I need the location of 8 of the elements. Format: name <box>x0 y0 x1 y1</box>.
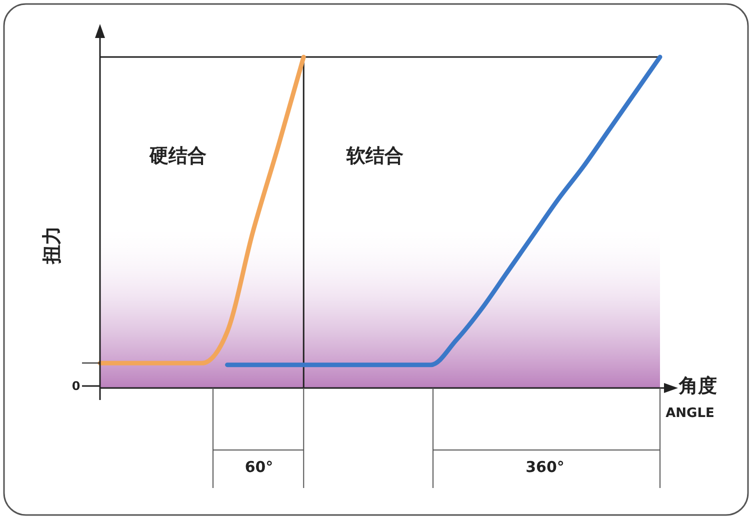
y-axis-title: 扭力 <box>41 226 63 265</box>
annotation: 硬结合 <box>148 145 206 167</box>
x-axis-title: 角度 <box>678 375 717 397</box>
text: 360° <box>526 458 564 476</box>
annotation: 软结合 <box>346 145 404 167</box>
text: 60° <box>244 458 274 476</box>
text: ANGLE <box>666 406 714 421</box>
text: 0 <box>72 379 80 393</box>
